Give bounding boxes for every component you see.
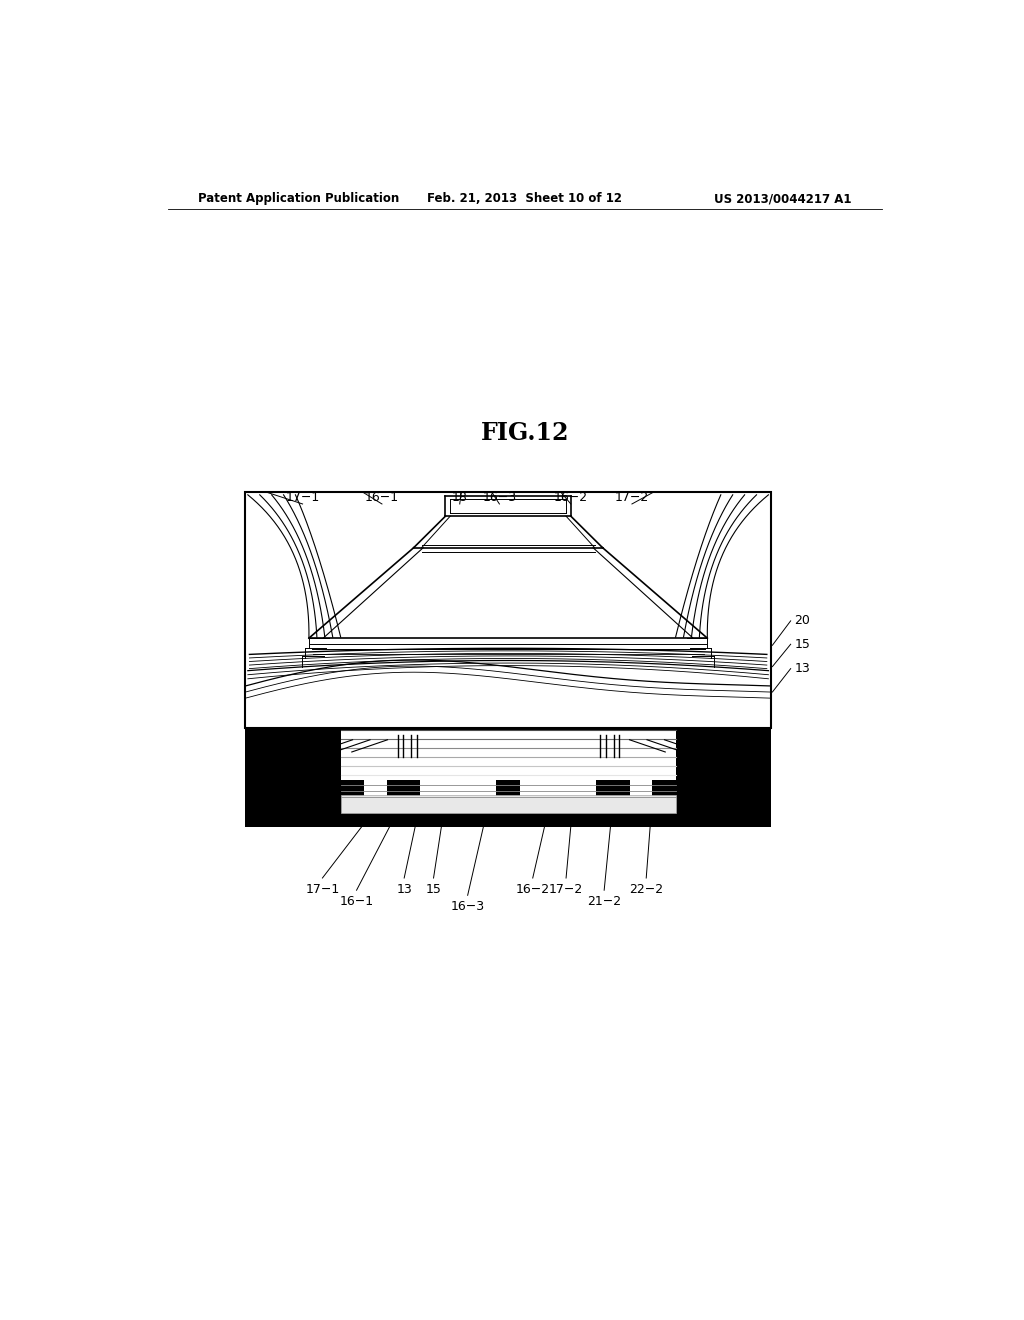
Bar (651, 780, 676, 813)
Text: 17−1: 17−1 (305, 883, 340, 896)
Bar (341, 795, 676, 813)
Text: 16−1: 16−1 (365, 491, 399, 504)
Text: 16−3: 16−3 (482, 491, 516, 504)
Text: 17−2: 17−2 (614, 491, 649, 504)
Text: 16−3: 16−3 (451, 900, 484, 913)
Text: 15: 15 (795, 638, 811, 651)
Text: 18: 18 (452, 491, 468, 504)
Bar (341, 777, 676, 813)
Text: 16−1: 16−1 (340, 895, 374, 908)
Text: 17−2: 17−2 (549, 883, 584, 896)
Text: 22−2: 22−2 (629, 883, 664, 896)
Bar (246, 727, 771, 828)
Text: 20: 20 (795, 614, 811, 627)
Text: 15: 15 (426, 883, 441, 896)
Text: Feb. 21, 2013  Sheet 10 of 12: Feb. 21, 2013 Sheet 10 of 12 (427, 191, 623, 205)
Text: 21−2: 21−2 (587, 895, 622, 908)
Text: 16−2: 16−2 (516, 883, 550, 896)
Bar (387, 780, 420, 813)
Text: US 2013/0044217 A1: US 2013/0044217 A1 (715, 191, 852, 205)
Text: 17−1: 17−1 (286, 491, 319, 504)
Text: 16−2: 16−2 (554, 491, 588, 504)
Text: Patent Application Publication: Patent Application Publication (198, 191, 399, 205)
Bar (341, 730, 676, 813)
Bar (341, 780, 365, 813)
Bar (246, 492, 771, 727)
Bar (596, 780, 630, 813)
Text: 13: 13 (396, 883, 412, 896)
Text: 13: 13 (795, 663, 810, 675)
Text: FIG.12: FIG.12 (480, 421, 569, 445)
Bar (497, 780, 520, 813)
